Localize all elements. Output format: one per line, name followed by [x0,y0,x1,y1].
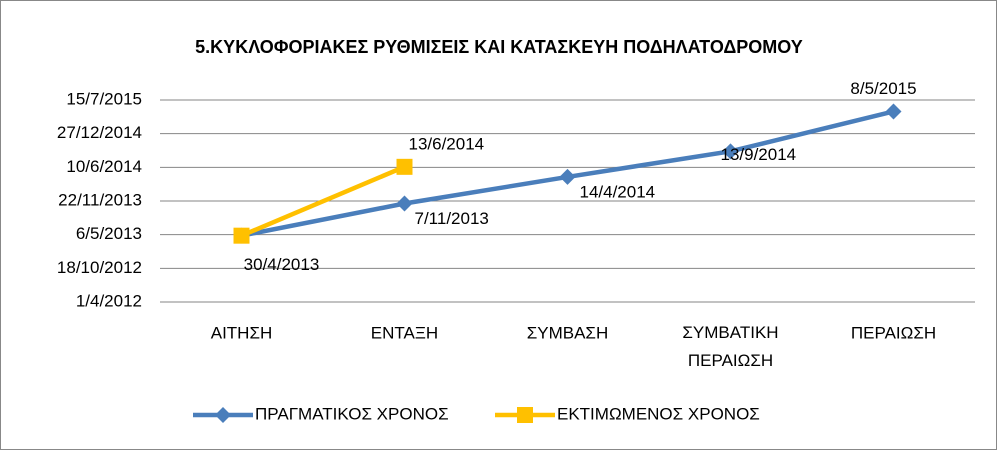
legend-label: ΕΚΤΙΜΩΜΕΝΟΣ ΧΡΟΝΟΣ [557,404,760,423]
data-label: 8/5/2015 [850,79,916,98]
chart-title: 5.ΚΥΚΛΟΦΟΡΙΑΚΕΣ ΡΥΘΜΙΣΕΙΣ ΚΑΙ ΚΑΤΑΣΚΕΥΗ … [195,37,803,57]
marker [722,143,739,160]
data-label: 13/9/2014 [721,145,797,164]
data-label: 30/4/2013 [244,255,320,274]
marker [885,103,902,120]
legend-marker [517,407,533,423]
marker [396,158,413,175]
x-tick-label: ΣΥΜΒΑΤΙΚΗ ΠΕΡΑΙΩΣΗ [682,323,778,370]
x-tick-label: ΑΙΤΗΣΗ [211,323,273,342]
y-tick-label: 27/12/2014 [57,123,142,142]
y-tick-label: 18/10/2012 [57,258,142,277]
marker [396,195,413,212]
legend-marker [215,407,231,423]
x-tick-label: ΕΝΤΑΞΗ [371,323,438,342]
y-tick-label: 6/5/2013 [76,224,142,243]
data-label: 14/4/2014 [580,182,656,201]
x-tick-label: ΠΕΡΑΙΩΣΗ [851,323,936,342]
legend-label: ΠΡΑΓΜΑΤΙΚΟΣ ΧΡΟΝΟΣ [255,404,449,423]
y-tick-label: 22/11/2013 [58,190,142,209]
y-tick-label: 10/6/2014 [66,157,142,176]
series-line [240,164,406,238]
data-label: 7/11/2013 [415,209,489,228]
marker [559,168,576,185]
data-label: 13/6/2014 [409,134,485,153]
marker [233,227,250,244]
y-tick-label: 15/7/2015 [66,89,142,108]
x-tick-label: ΣΥΜΒΑΣΗ [527,323,608,342]
y-tick-label: 1/4/2012 [76,291,142,310]
